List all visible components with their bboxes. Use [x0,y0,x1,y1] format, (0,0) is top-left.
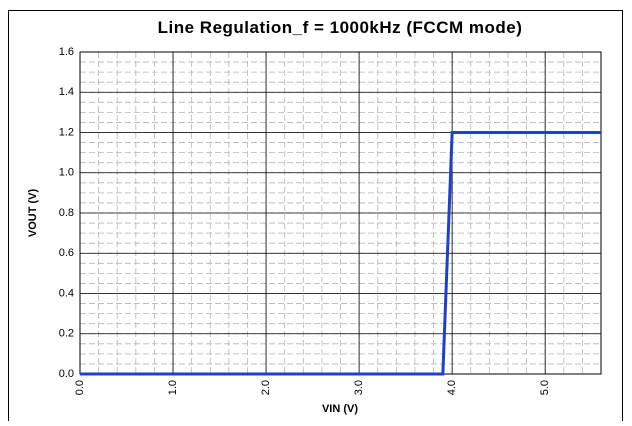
y-tick-label: 0.8 [59,207,74,219]
x-tick-label: 3.0 [353,380,365,395]
y-tick-label: 1.4 [59,86,74,98]
x-axis-label: VIN (V) [322,403,358,415]
x-tick-label: 2.0 [260,380,272,395]
y-tick-label: 1.6 [59,46,74,58]
y-axis-label: VOUT (V) [27,189,39,238]
data-line [80,131,601,376]
x-tick-label: 0.0 [74,380,86,395]
y-tick-label: 0.4 [59,287,74,299]
x-tick-label: 4.0 [446,380,458,395]
y-tick-label: 0.6 [59,247,74,259]
y-tick-label: 1.0 [59,167,74,179]
y-tick-label: 0.2 [59,328,74,340]
x-tick-label: 1.0 [167,380,179,395]
x-tick-label: 5.0 [539,380,551,395]
grid [79,51,602,375]
y-tick-label: 0.0 [59,368,74,380]
chart-title: Line Regulation_f = 1000kHz (FCCM mode) [158,18,523,37]
y-tick-label: 1.2 [59,126,74,138]
plot [80,131,601,376]
chart-frame [8,10,623,426]
